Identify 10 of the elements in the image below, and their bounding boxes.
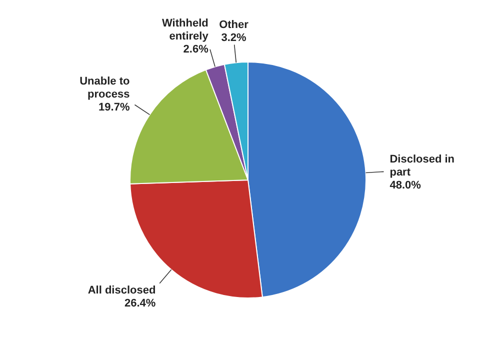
slice-label: Other xyxy=(219,19,250,32)
data-label: 2.6% xyxy=(183,44,209,56)
data-label: 26.4% xyxy=(124,297,156,310)
slice-label: All disclosed xyxy=(88,284,156,296)
slice-label: Unable to process xyxy=(80,75,130,100)
slice-label: Disclosed in part xyxy=(390,153,455,178)
data-label: 3.2% xyxy=(221,32,246,44)
slice-label: Withheld entirely xyxy=(162,18,210,43)
data-label: 48.0% xyxy=(390,179,422,192)
data-label: 19.7% xyxy=(98,101,130,114)
